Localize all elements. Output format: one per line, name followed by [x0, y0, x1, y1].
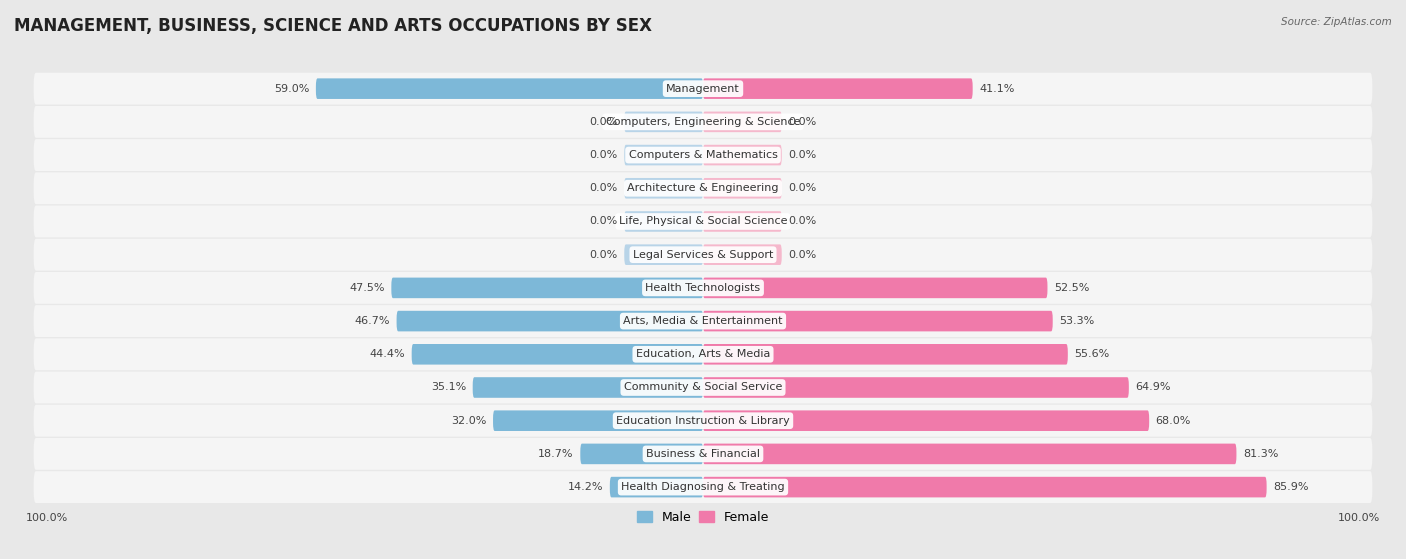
- FancyBboxPatch shape: [316, 78, 703, 99]
- Text: 0.0%: 0.0%: [589, 150, 617, 160]
- FancyBboxPatch shape: [391, 278, 703, 298]
- FancyBboxPatch shape: [703, 145, 782, 165]
- Text: Health Diagnosing & Treating: Health Diagnosing & Treating: [621, 482, 785, 492]
- FancyBboxPatch shape: [34, 272, 1372, 304]
- Text: Management: Management: [666, 84, 740, 94]
- Text: 55.6%: 55.6%: [1074, 349, 1109, 359]
- Text: Education Instruction & Library: Education Instruction & Library: [616, 416, 790, 426]
- FancyBboxPatch shape: [703, 410, 1149, 431]
- FancyBboxPatch shape: [34, 405, 1372, 437]
- FancyBboxPatch shape: [34, 438, 1372, 470]
- FancyBboxPatch shape: [610, 477, 703, 498]
- FancyBboxPatch shape: [624, 112, 703, 132]
- Text: Life, Physical & Social Science: Life, Physical & Social Science: [619, 216, 787, 226]
- FancyBboxPatch shape: [703, 211, 782, 232]
- Text: 0.0%: 0.0%: [589, 183, 617, 193]
- FancyBboxPatch shape: [703, 311, 1053, 331]
- Text: 85.9%: 85.9%: [1274, 482, 1309, 492]
- FancyBboxPatch shape: [703, 477, 1267, 498]
- Text: MANAGEMENT, BUSINESS, SCIENCE AND ARTS OCCUPATIONS BY SEX: MANAGEMENT, BUSINESS, SCIENCE AND ARTS O…: [14, 17, 652, 35]
- FancyBboxPatch shape: [34, 305, 1372, 337]
- Text: 0.0%: 0.0%: [589, 216, 617, 226]
- Text: Computers & Mathematics: Computers & Mathematics: [628, 150, 778, 160]
- FancyBboxPatch shape: [34, 338, 1372, 370]
- Text: Business & Financial: Business & Financial: [645, 449, 761, 459]
- Text: 35.1%: 35.1%: [430, 382, 467, 392]
- FancyBboxPatch shape: [703, 377, 1129, 398]
- Text: 0.0%: 0.0%: [789, 216, 817, 226]
- Text: 18.7%: 18.7%: [538, 449, 574, 459]
- Text: Education, Arts & Media: Education, Arts & Media: [636, 349, 770, 359]
- Text: Computers, Engineering & Science: Computers, Engineering & Science: [606, 117, 800, 127]
- FancyBboxPatch shape: [34, 372, 1372, 404]
- FancyBboxPatch shape: [624, 211, 703, 232]
- FancyBboxPatch shape: [34, 239, 1372, 271]
- Text: 0.0%: 0.0%: [789, 183, 817, 193]
- FancyBboxPatch shape: [494, 410, 703, 431]
- Text: 59.0%: 59.0%: [274, 84, 309, 94]
- FancyBboxPatch shape: [34, 73, 1372, 105]
- Text: 32.0%: 32.0%: [451, 416, 486, 426]
- Text: Health Technologists: Health Technologists: [645, 283, 761, 293]
- Text: 41.1%: 41.1%: [979, 84, 1015, 94]
- Legend: Male, Female: Male, Female: [631, 506, 775, 529]
- FancyBboxPatch shape: [624, 145, 703, 165]
- Text: Arts, Media & Entertainment: Arts, Media & Entertainment: [623, 316, 783, 326]
- Text: 0.0%: 0.0%: [789, 117, 817, 127]
- Text: 46.7%: 46.7%: [354, 316, 389, 326]
- Text: 53.3%: 53.3%: [1059, 316, 1094, 326]
- FancyBboxPatch shape: [703, 344, 1067, 364]
- FancyBboxPatch shape: [703, 278, 1047, 298]
- Text: Community & Social Service: Community & Social Service: [624, 382, 782, 392]
- Text: 52.5%: 52.5%: [1054, 283, 1090, 293]
- FancyBboxPatch shape: [34, 172, 1372, 204]
- FancyBboxPatch shape: [703, 178, 782, 198]
- Text: 0.0%: 0.0%: [789, 250, 817, 260]
- FancyBboxPatch shape: [624, 178, 703, 198]
- FancyBboxPatch shape: [34, 471, 1372, 503]
- Text: 68.0%: 68.0%: [1156, 416, 1191, 426]
- FancyBboxPatch shape: [581, 444, 703, 464]
- FancyBboxPatch shape: [472, 377, 703, 398]
- FancyBboxPatch shape: [624, 244, 703, 265]
- Text: Legal Services & Support: Legal Services & Support: [633, 250, 773, 260]
- FancyBboxPatch shape: [703, 444, 1236, 464]
- FancyBboxPatch shape: [703, 78, 973, 99]
- Text: 0.0%: 0.0%: [789, 150, 817, 160]
- FancyBboxPatch shape: [703, 112, 782, 132]
- FancyBboxPatch shape: [703, 244, 782, 265]
- FancyBboxPatch shape: [34, 139, 1372, 171]
- Text: Source: ZipAtlas.com: Source: ZipAtlas.com: [1281, 17, 1392, 27]
- Text: 14.2%: 14.2%: [568, 482, 603, 492]
- Text: 81.3%: 81.3%: [1243, 449, 1278, 459]
- Text: 0.0%: 0.0%: [589, 250, 617, 260]
- Text: 64.9%: 64.9%: [1136, 382, 1171, 392]
- Text: 0.0%: 0.0%: [589, 117, 617, 127]
- Text: 47.5%: 47.5%: [349, 283, 385, 293]
- FancyBboxPatch shape: [34, 206, 1372, 238]
- FancyBboxPatch shape: [412, 344, 703, 364]
- FancyBboxPatch shape: [34, 106, 1372, 138]
- Text: Architecture & Engineering: Architecture & Engineering: [627, 183, 779, 193]
- FancyBboxPatch shape: [396, 311, 703, 331]
- Text: 44.4%: 44.4%: [370, 349, 405, 359]
